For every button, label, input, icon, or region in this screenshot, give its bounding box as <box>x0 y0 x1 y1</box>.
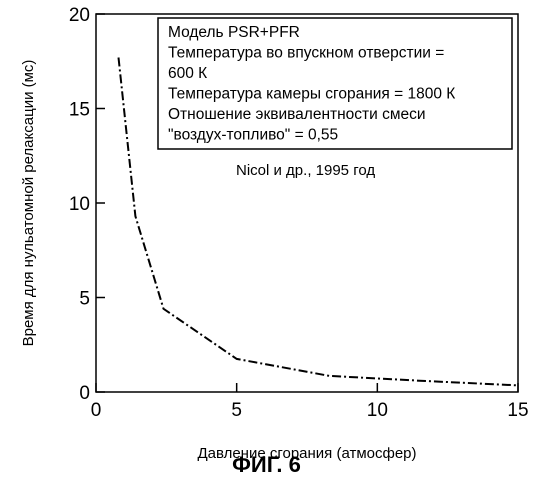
legend-line: Отношение эквивалентности смеси <box>168 106 426 123</box>
source-annotation: Nicol и др., 1995 год <box>236 162 375 179</box>
legend-line: 600 К <box>168 65 207 82</box>
x-tick-label: 10 <box>367 400 388 421</box>
y-axis-label: Время для нульатомной релаксации (мс) <box>20 60 37 347</box>
y-tick-label: 0 <box>79 383 90 404</box>
x-tick-label: 0 <box>91 400 102 421</box>
legend-line: Температура камеры сгорания = 1800 К <box>168 86 455 103</box>
x-tick-label: 15 <box>507 400 528 421</box>
y-tick-label: 10 <box>69 194 90 215</box>
y-tick-label: 5 <box>79 289 90 310</box>
legend-line: Модель PSR+PFR <box>168 24 300 41</box>
y-tick-label: 20 <box>69 5 90 26</box>
y-tick-label: 15 <box>69 100 90 121</box>
figure-caption: ФИГ. 6 <box>0 452 533 478</box>
x-tick-label: 5 <box>231 400 242 421</box>
legend-line: "воздух-топливо" = 0,55 <box>168 127 338 144</box>
legend-line: Температура во впускном отверстии = <box>168 45 444 62</box>
